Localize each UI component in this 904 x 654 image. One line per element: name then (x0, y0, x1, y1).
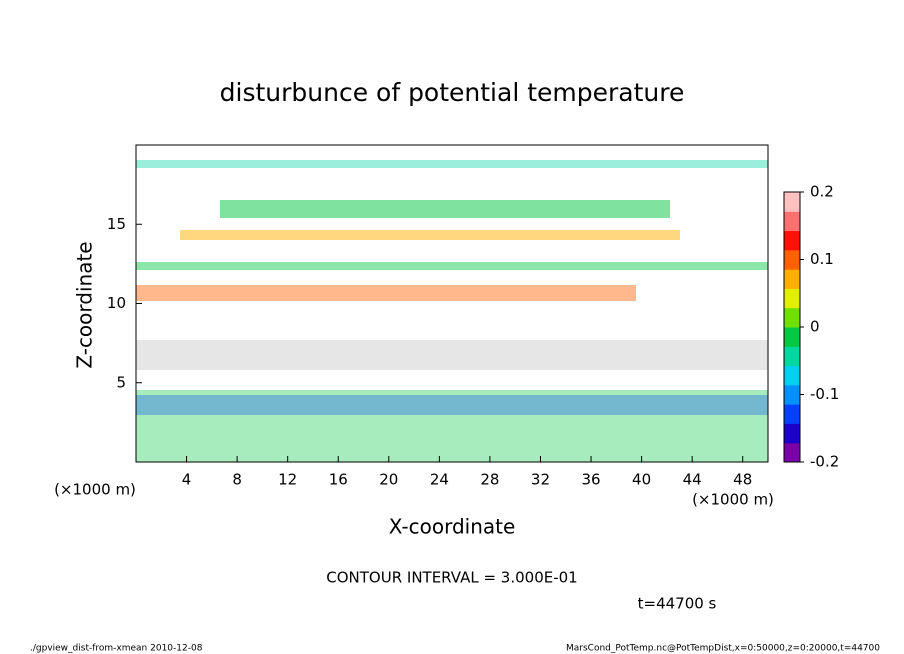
x-tick-label: 4 (182, 471, 192, 489)
colorbar-swatch (784, 211, 800, 232)
colorbar-swatch (784, 307, 800, 328)
colorbar-swatch (784, 404, 800, 424)
footer: ./gpview_dist-from-xmean 2010-12-08 (30, 644, 203, 654)
colorbar-tick-label: 0 (810, 318, 820, 336)
colorbar-swatch (784, 384, 800, 405)
field-sketch (136, 145, 768, 462)
x-tick-label: 40 (632, 471, 651, 489)
colorbar-tick-label: 0.2 (810, 183, 834, 201)
colorbar-swatch (784, 269, 800, 289)
x-tick-label: 12 (278, 471, 297, 489)
colorbar-swatch (784, 249, 800, 270)
colorbar-swatch (784, 230, 800, 251)
x-tick-label: 28 (480, 471, 499, 489)
x-tick-label: 44 (683, 471, 702, 489)
colorbar-swatch (784, 423, 800, 444)
colorbar-swatch (784, 442, 800, 463)
y-axis-label: Z-coordinate (73, 241, 97, 368)
x-unit: (×1000 m) (54, 481, 136, 499)
annotation: t=44700 s (638, 595, 717, 613)
colorbar-swatch (784, 365, 800, 386)
footer: MarsCond_PotTemp.nc@PotTempDist,x=0:5000… (566, 644, 880, 654)
x-tick-label: 24 (430, 471, 449, 489)
colorbar-tick-label: -0.2 (810, 453, 839, 471)
x-axis-label: X-coordinate (389, 515, 516, 539)
y-tick-label: 10 (107, 294, 126, 312)
x-tick-label: 8 (232, 471, 242, 489)
colorbar-swatch (784, 288, 800, 309)
x-tick-label: 32 (531, 471, 550, 489)
x-unit: (×1000 m) (692, 491, 774, 509)
chart-title: disturbunce of potential temperature (220, 78, 685, 107)
colorbar-tick-label: 0.1 (810, 250, 834, 268)
x-tick-label: 48 (733, 471, 752, 489)
x-tick-label: 36 (581, 471, 600, 489)
x-tick-label: 16 (329, 471, 348, 489)
colorbar-tick-label: -0.1 (810, 385, 839, 403)
colorbar-swatch (784, 192, 800, 212)
annotation: CONTOUR INTERVAL = 3.000E-01 (326, 569, 577, 587)
y-tick-label: 5 (116, 373, 126, 391)
x-tick-label: 20 (379, 471, 398, 489)
colorbar-swatch (784, 346, 800, 367)
colorbar-swatch (784, 327, 800, 347)
y-tick-label: 15 (107, 215, 126, 233)
